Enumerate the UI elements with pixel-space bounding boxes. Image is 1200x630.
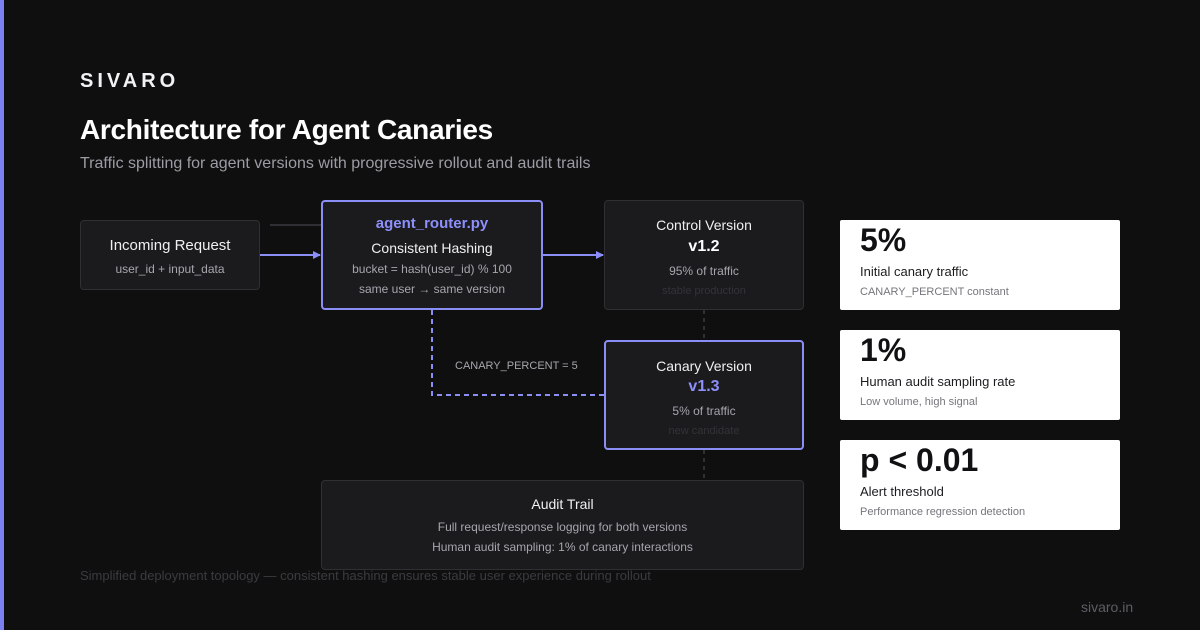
canary-traffic: 5% of traffic — [672, 404, 736, 418]
accent-bar — [0, 0, 4, 630]
stat-value: 5% — [860, 222, 907, 258]
router-title: Consistent Hashing — [371, 240, 493, 256]
control-title: Control Version — [656, 217, 752, 233]
stat-card-audit-sampling: 1% Human audit sampling rate Low volume,… — [840, 330, 1120, 420]
incoming-request-node: Incoming Request user_id + input_data — [80, 220, 260, 290]
stat-caption: Performance regression detection — [860, 506, 1026, 518]
canary-version-number: v1.3 — [688, 378, 720, 395]
stat-caption: CANARY_PERCENT constant — [860, 286, 1009, 298]
arrow-router-to-canary — [431, 310, 615, 399]
site-url: sivaro.in — [1081, 599, 1134, 615]
canary-version-node: Canary Version v1.3 5% of traffic new ca… — [604, 340, 804, 450]
router-same-user-note: same user → same version — [358, 282, 506, 296]
stat-card-canary-traffic: 5% Initial canary traffic CANARY_PERCENT… — [840, 220, 1120, 310]
audit-sampling-line: Human audit sampling: 1% of canary inter… — [432, 540, 693, 554]
router-file-name: agent_router.py — [375, 215, 489, 232]
agent-router-node: agent_router.py Consistent Hashing bucke… — [321, 200, 543, 310]
stat-label: Human audit sampling rate — [860, 374, 1016, 389]
brand-logo: SIVARO — [80, 70, 180, 92]
canary-note: new candidate — [668, 425, 740, 437]
stat-card-alert-threshold: p < 0.01 Alert threshold Performance reg… — [840, 440, 1120, 530]
audit-trail-node: Audit Trail Full request/response loggin… — [321, 480, 804, 570]
canary-title: Canary Version — [656, 358, 752, 374]
incoming-request-sub: user_id + input_data — [115, 262, 225, 276]
control-version-node: Control Version v1.2 95% of traffic stab… — [604, 200, 804, 310]
control-note: stable production — [662, 285, 746, 297]
audit-logging-line: Full request/response logging for both v… — [437, 520, 688, 534]
canary-percent-label: CANARY_PERCENT = 5 — [455, 360, 578, 372]
audit-title: Audit Trail — [531, 496, 594, 512]
control-version-number: v1.2 — [688, 238, 720, 255]
incoming-request-title: Incoming Request — [109, 237, 231, 254]
stat-value: 1% — [860, 332, 907, 368]
stat-label: Alert threshold — [860, 484, 944, 499]
page-subtitle: Traffic splitting for agent versions wit… — [80, 155, 591, 172]
control-traffic: 95% of traffic — [669, 264, 739, 278]
stat-value: p < 0.01 — [860, 442, 979, 478]
router-bucket-formula: bucket = hash(user_id) % 100 — [352, 262, 512, 276]
stat-label: Initial canary traffic — [860, 264, 969, 279]
page-title: Architecture for Agent Canaries — [80, 114, 493, 145]
diagram-footnote: Simplified deployment topology — consist… — [80, 568, 651, 583]
stat-caption: Low volume, high signal — [860, 396, 978, 408]
